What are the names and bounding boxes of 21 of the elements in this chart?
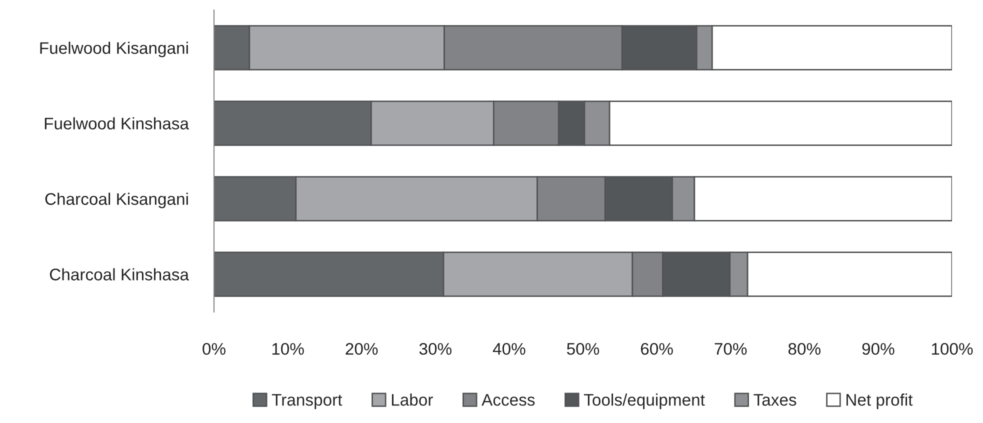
x-tick-label: 40%	[492, 342, 526, 355]
x-tick-label: 10%	[272, 342, 304, 355]
x-tick-label: 60%	[640, 342, 673, 355]
x-tick-label: 100%	[932, 342, 973, 355]
y-tick-label: Charcoal Kisangani	[45, 192, 188, 208]
x-tick-label: 0%	[202, 342, 226, 355]
legend-label: Transport	[272, 394, 342, 410]
y-tick-label: Fuelwood Kinshasa	[44, 117, 190, 130]
y-tick-label: Charcoal Kinshasa	[50, 268, 190, 280]
x-tick-label: 70%	[714, 342, 747, 355]
legend-label: Taxes	[754, 394, 796, 406]
legend-label: Access	[482, 394, 535, 406]
legend-label: Tools/equipment	[584, 394, 705, 410]
x-tick-label: 80%	[788, 342, 820, 355]
legend-label: Net profit	[846, 394, 913, 410]
x-tick-label: 50%	[566, 342, 600, 355]
legend-label: Labor	[392, 394, 433, 406]
x-tick-label: 90%	[862, 342, 894, 355]
x-tick-label: 30%	[419, 342, 452, 355]
y-tick-label: Fuelwood Kisangani	[40, 42, 188, 58]
x-tick-label: 20%	[346, 342, 378, 355]
